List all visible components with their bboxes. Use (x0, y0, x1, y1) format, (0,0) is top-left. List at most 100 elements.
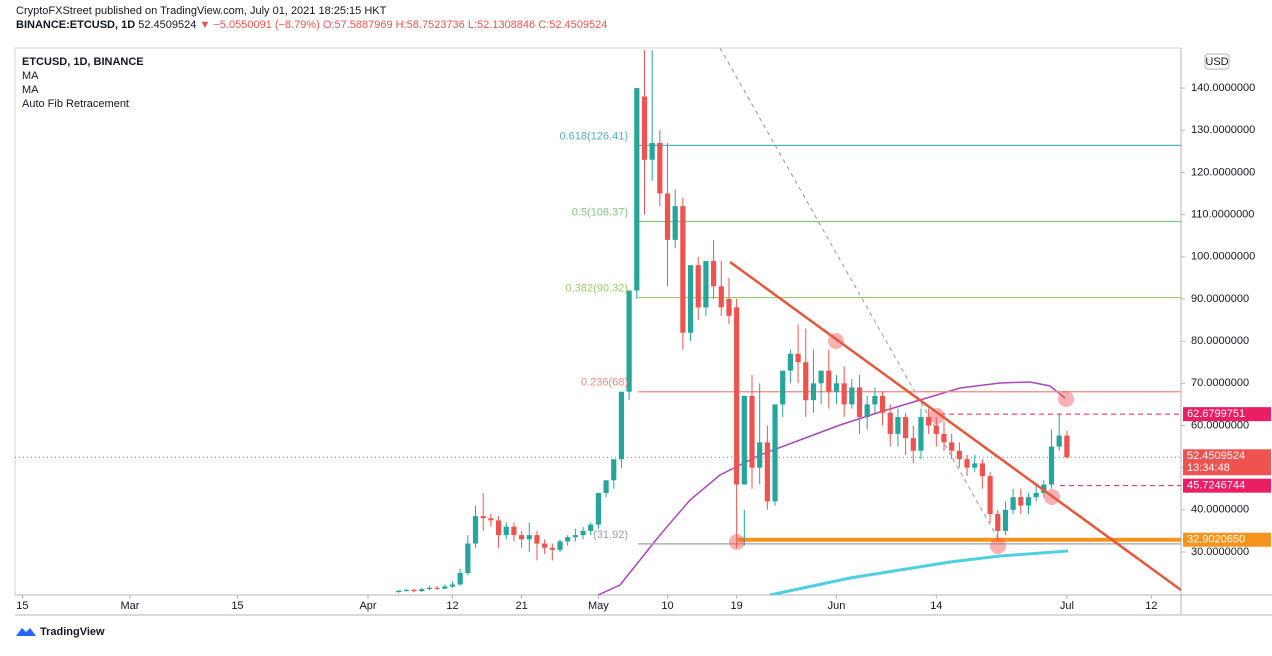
candle-body (1056, 435, 1062, 447)
footer-brand: TradingView (40, 626, 105, 638)
y-tick-label: 130.0000000 (1191, 124, 1255, 136)
header: CryptoFXStreet published on TradingView.… (16, 4, 607, 32)
y-tick-label: 60.0000000 (1191, 419, 1249, 431)
candle-body (949, 442, 955, 451)
candle-body (956, 450, 962, 460)
candle-body (803, 362, 809, 401)
x-tick-label: 12 (446, 600, 458, 612)
x-tick-label: 19 (731, 600, 743, 612)
candle-body (403, 589, 409, 591)
fib-label: 0.382(90.32) (566, 282, 628, 294)
candle-body (872, 395, 878, 405)
candle-body (933, 425, 939, 434)
candle-body (703, 260, 709, 308)
candle-body (549, 547, 555, 550)
y-tick-label: 100.0000000 (1191, 251, 1255, 263)
candle-body (519, 535, 525, 540)
marker (828, 333, 844, 349)
candle-body (757, 442, 763, 468)
x-tick-label: 12 (1145, 600, 1157, 612)
candle-body (649, 142, 655, 160)
close: C:52.4509524 (538, 19, 608, 31)
x-tick-label: 14 (930, 600, 942, 612)
trend-dashed (719, 48, 1001, 543)
last-price-label: 52.4509524 (1187, 450, 1245, 462)
marker (1044, 489, 1060, 505)
x-tick-label: Jun (828, 600, 846, 612)
marker (929, 408, 945, 424)
candle-body (603, 480, 609, 493)
legend-symbol: ETCUSD, 1D, BINANCE (22, 56, 144, 68)
x-tick-label: Mar (120, 600, 139, 612)
marker (990, 538, 1006, 554)
x-tick-label: 10 (661, 600, 673, 612)
candle-body (641, 96, 648, 160)
symbol: BINANCE:ETCUSD, 1D (16, 19, 136, 31)
candle-body (1033, 492, 1039, 498)
fib-label: 0.618(126.41) (560, 130, 629, 142)
candle-body (657, 142, 663, 194)
low: L:52.1308846 (467, 19, 536, 31)
candle-body (449, 584, 456, 587)
candle-body (434, 587, 440, 589)
candle-body (764, 442, 770, 502)
fib-label: (31.92) (593, 529, 628, 541)
candle-body (718, 286, 724, 308)
last-price-box (1183, 449, 1271, 476)
high: H:58.7523736 (395, 19, 465, 31)
price-label: 32.9020650 (1187, 534, 1245, 546)
candle-body (726, 298, 732, 316)
y-tick-label: 110.0000000 (1191, 208, 1254, 220)
candle-body (534, 535, 540, 544)
candle-body (903, 417, 909, 439)
candle-body (618, 391, 625, 460)
price-label-box (1183, 407, 1271, 422)
candle-body (465, 543, 471, 574)
candle-body (787, 353, 793, 371)
price-label: 45.7246744 (1187, 480, 1245, 492)
x-tick-label: 15 (231, 600, 243, 612)
candle-body (849, 387, 855, 405)
candle-body (411, 589, 417, 592)
logo (16, 628, 36, 636)
candle-body (442, 586, 448, 589)
legend-ma: MA (22, 70, 39, 82)
candle-body (910, 438, 916, 451)
candle-body (864, 404, 870, 418)
candle-body (495, 520, 502, 536)
ma-purple (597, 381, 1066, 595)
legend-fib: Auto Fib Retracement (22, 98, 129, 110)
x-tick-label: May (588, 600, 609, 612)
candle-body (749, 395, 755, 468)
candle-body (687, 265, 694, 333)
countdown: 13:34:48 (1187, 462, 1230, 474)
y-tick-label: 40.0000000 (1191, 504, 1249, 516)
candle-body (1002, 509, 1009, 531)
candle-body (780, 370, 786, 405)
candle-body (772, 404, 778, 502)
candle-body (634, 88, 640, 291)
change: ▼ −5.0550091 (−8.79%) (199, 19, 320, 31)
candle-body (926, 417, 932, 426)
currency-box[interactable] (1204, 53, 1230, 70)
candle-body (964, 459, 970, 468)
price-label-box (1183, 478, 1271, 493)
x-tick-label: Apr (359, 600, 376, 612)
candle-body (472, 516, 479, 544)
y-tick-label: 120.0000000 (1191, 166, 1255, 178)
candle-body (941, 433, 947, 443)
candle-body (1048, 446, 1055, 485)
fib-label: 0.5(108.37) (572, 206, 628, 218)
candle-body (972, 463, 978, 468)
candle-body (979, 463, 985, 477)
trendline (729, 260, 1181, 592)
overlays (15, 48, 1181, 595)
y-tick-label: 140.0000000 (1191, 82, 1255, 94)
candle-body (879, 395, 886, 413)
annotations (729, 260, 1181, 592)
candle-body (580, 530, 586, 536)
marker (729, 534, 745, 550)
currency[interactable]: USD (1205, 56, 1228, 68)
